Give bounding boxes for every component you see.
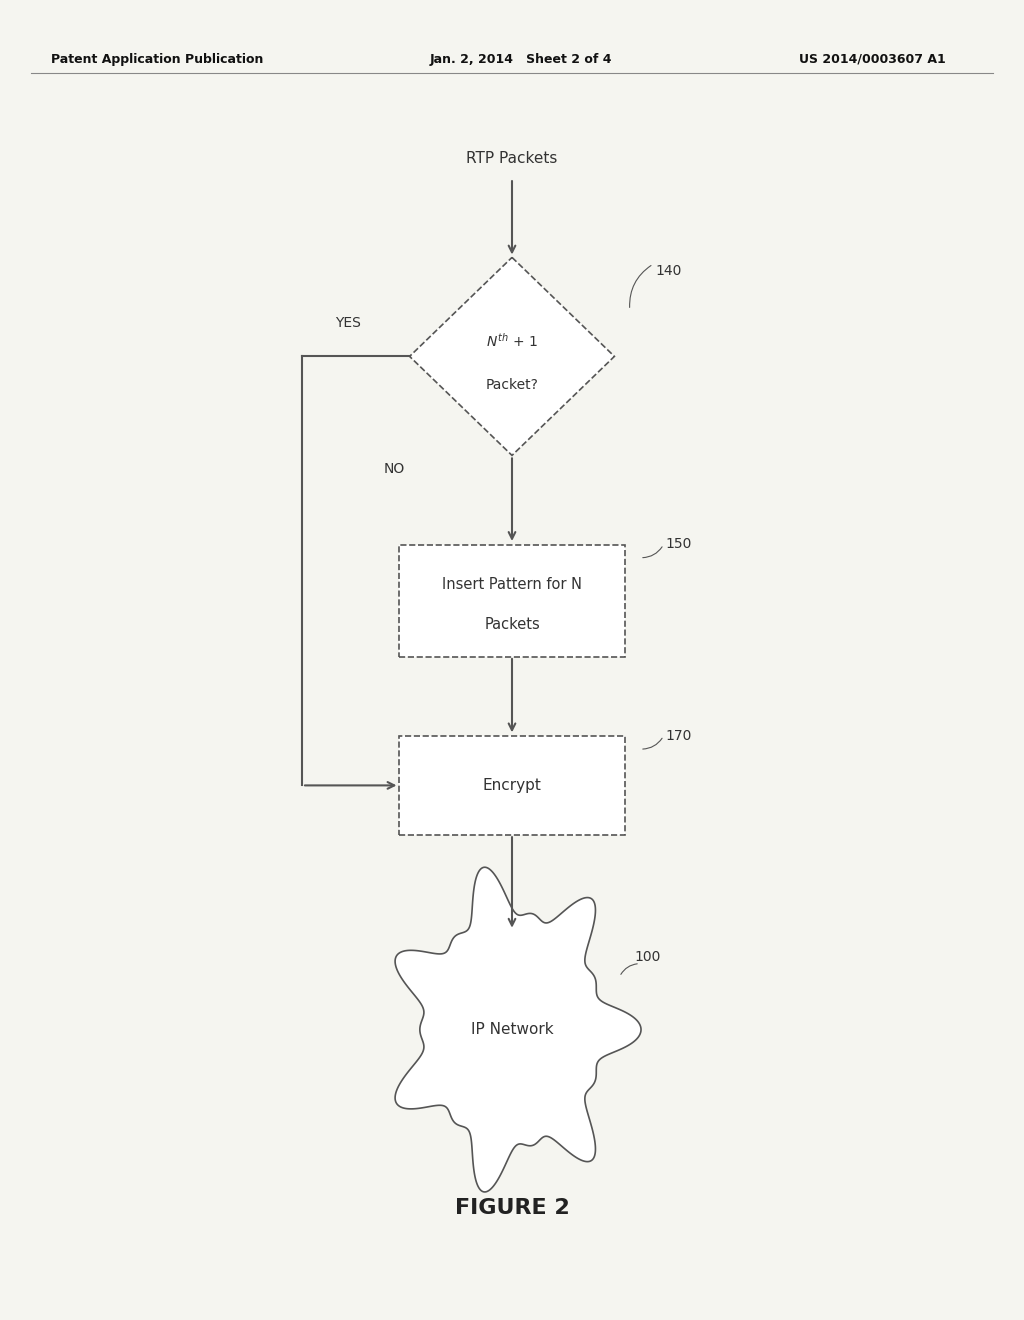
Text: Packets: Packets (484, 616, 540, 632)
Text: Encrypt: Encrypt (482, 777, 542, 793)
Text: Jan. 2, 2014   Sheet 2 of 4: Jan. 2, 2014 Sheet 2 of 4 (430, 53, 612, 66)
Text: RTP Packets: RTP Packets (466, 150, 558, 166)
Text: US 2014/0003607 A1: US 2014/0003607 A1 (799, 53, 945, 66)
Polygon shape (395, 867, 641, 1192)
Text: 150: 150 (666, 537, 692, 552)
Text: 170: 170 (666, 729, 692, 743)
Bar (399, 735, 625, 834)
Text: $N^{th}$ + 1: $N^{th}$ + 1 (486, 331, 538, 350)
Text: 100: 100 (635, 950, 662, 964)
Text: Insert Pattern for N: Insert Pattern for N (442, 577, 582, 593)
Bar (399, 544, 625, 656)
Text: Packet?: Packet? (485, 379, 539, 392)
Text: 140: 140 (655, 264, 682, 277)
Polygon shape (410, 257, 614, 455)
Text: YES: YES (335, 317, 361, 330)
Text: NO: NO (384, 462, 404, 475)
Text: FIGURE 2: FIGURE 2 (455, 1197, 569, 1218)
Text: Patent Application Publication: Patent Application Publication (51, 53, 263, 66)
Text: IP Network: IP Network (471, 1022, 553, 1038)
